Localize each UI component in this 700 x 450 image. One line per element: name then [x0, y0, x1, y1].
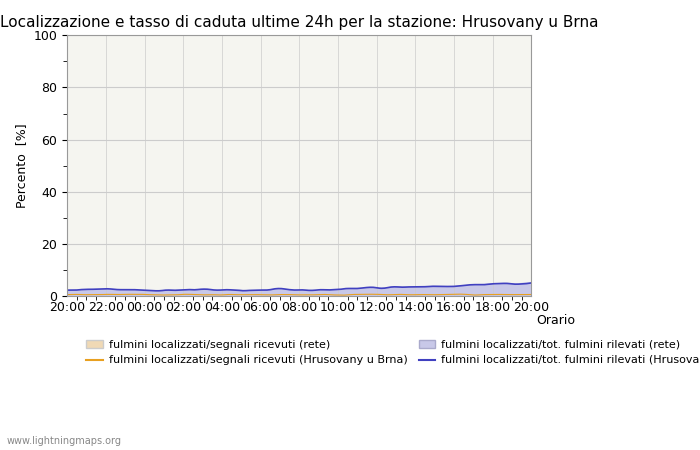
Title: Localizzazione e tasso di caduta ultime 24h per la stazione: Hrusovany u Brna: Localizzazione e tasso di caduta ultime … [0, 15, 598, 30]
Legend: fulmini localizzati/segnali ricevuti (rete), fulmini localizzati/segnali ricevut: fulmini localizzati/segnali ricevuti (re… [82, 335, 700, 370]
Text: www.lightningmaps.org: www.lightningmaps.org [7, 436, 122, 446]
Y-axis label: Percento  [%]: Percento [%] [15, 123, 28, 208]
Text: Orario: Orario [536, 314, 575, 327]
